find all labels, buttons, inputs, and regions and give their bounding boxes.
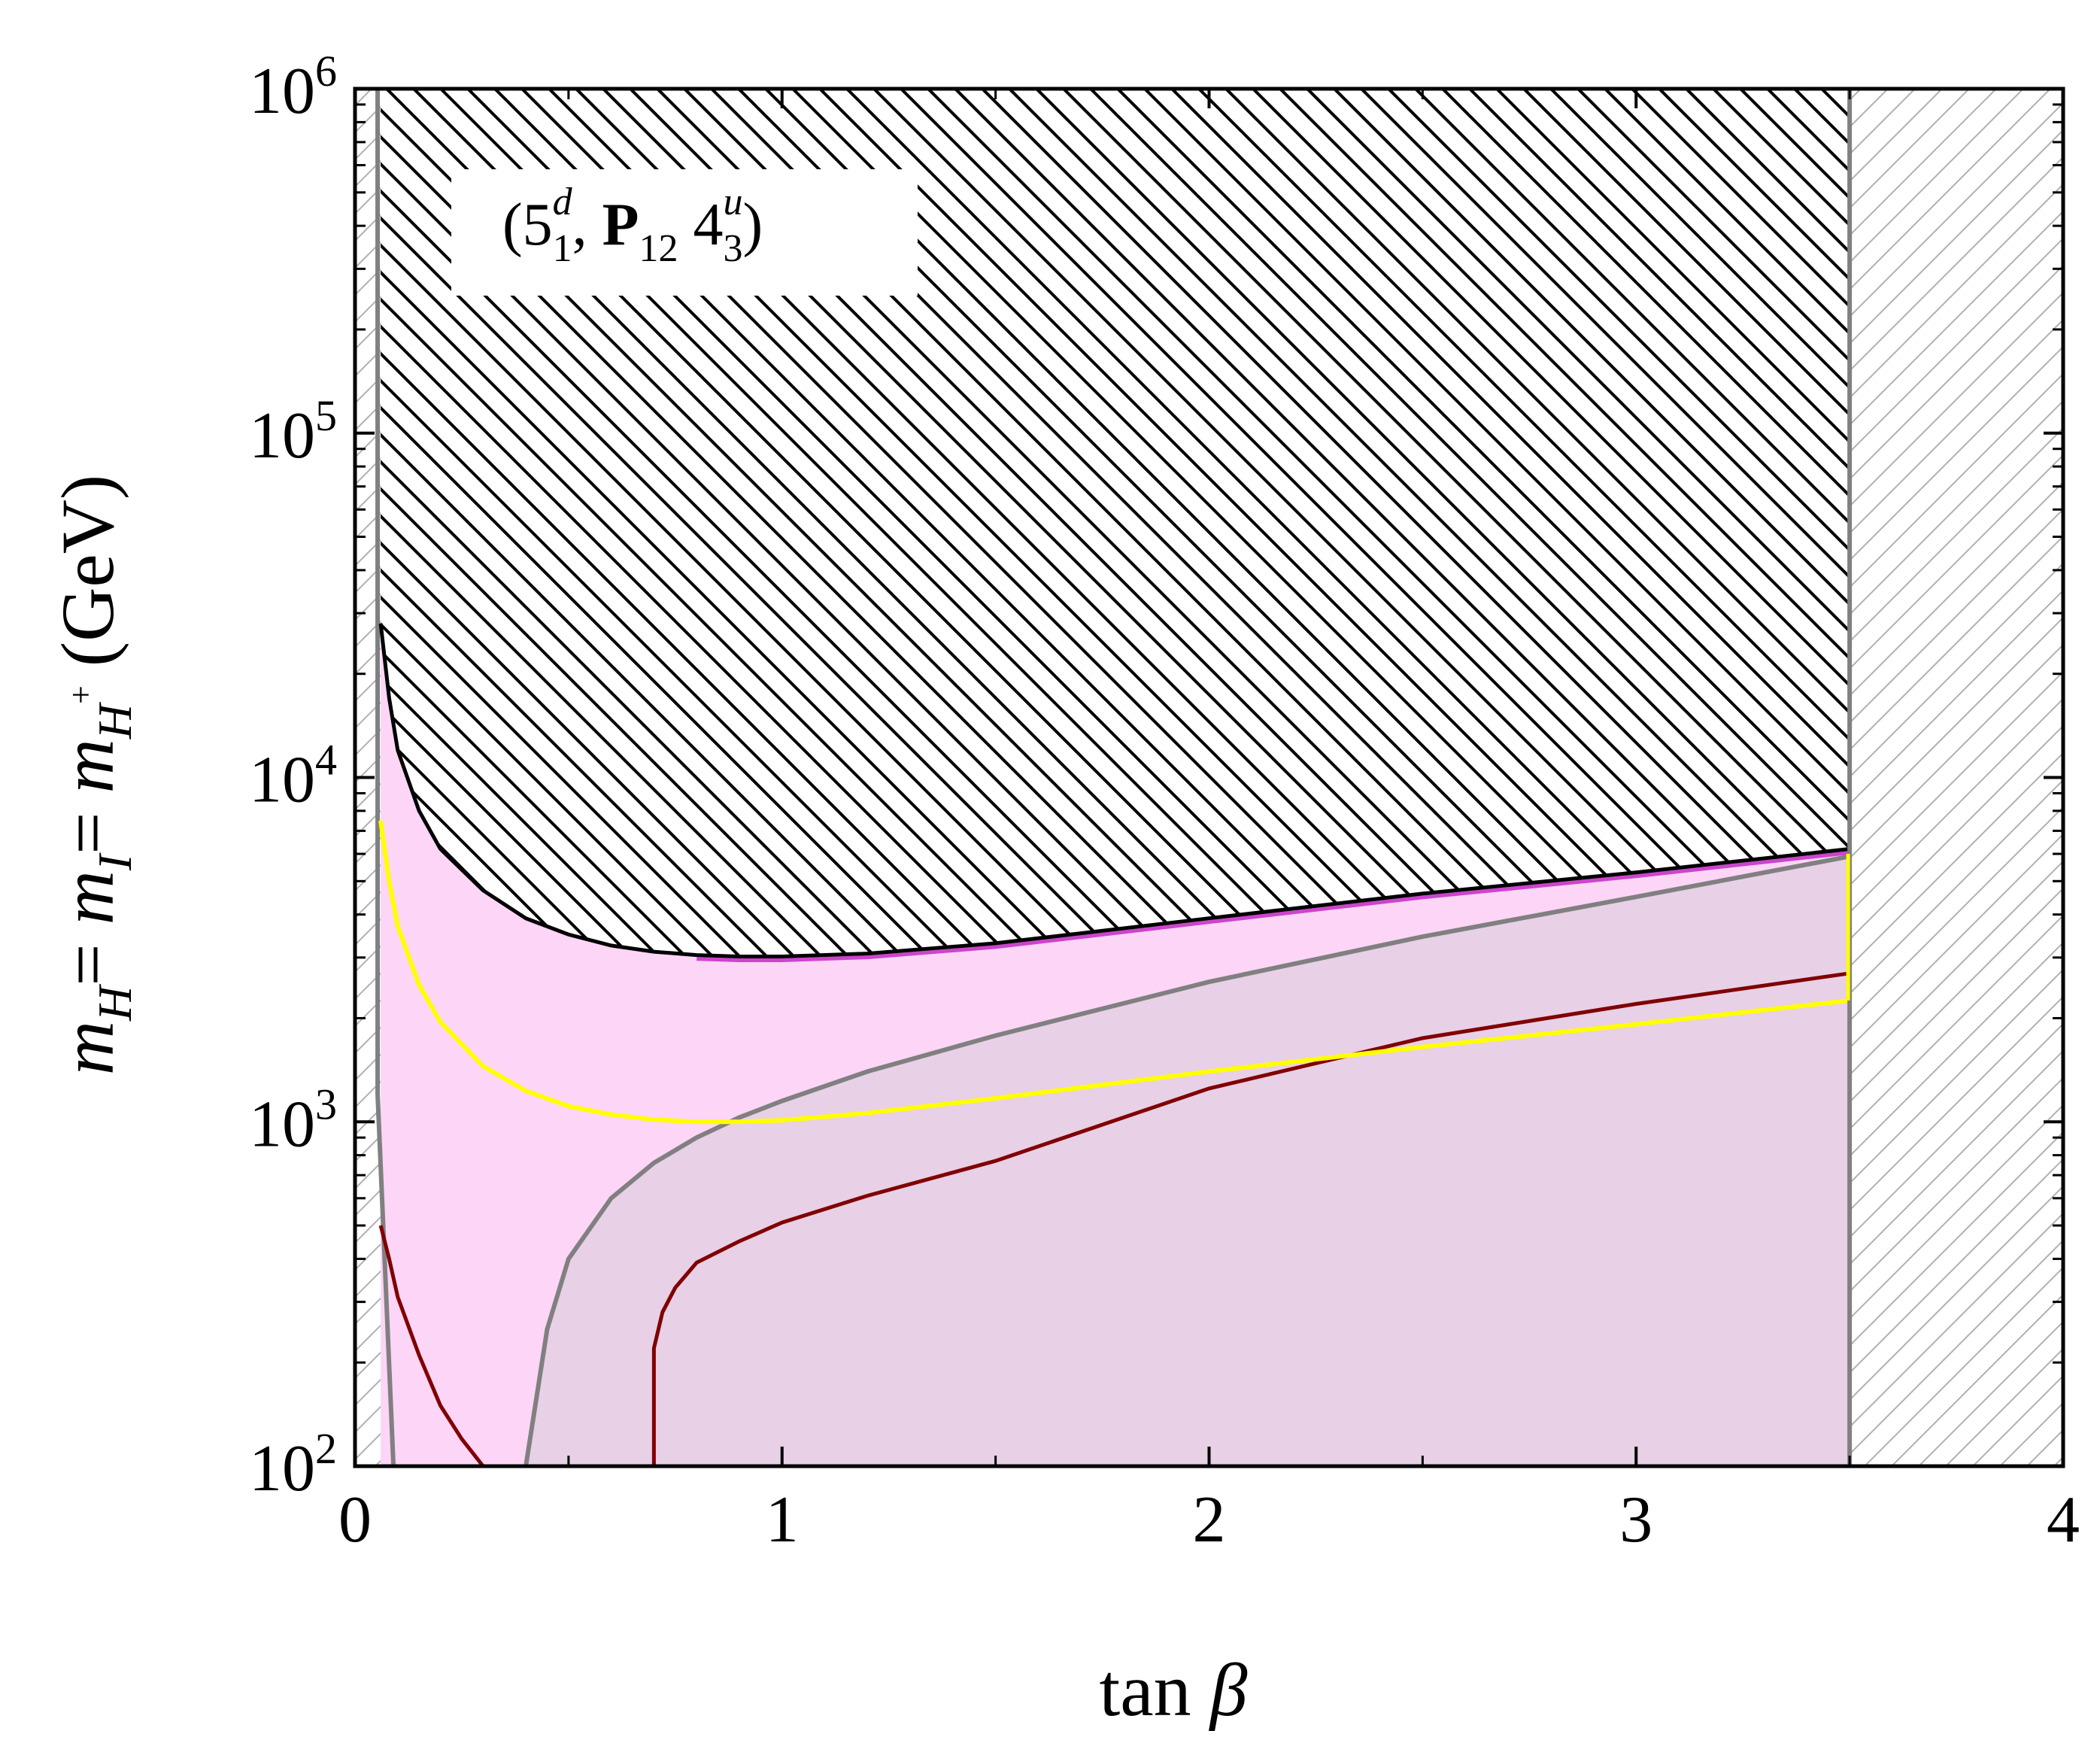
x-tick-label: 3 — [1619, 1483, 1652, 1556]
x-tick-label: 4 — [2047, 1483, 2080, 1556]
annotation-sub1: 1 — [553, 227, 572, 270]
x-axis-title-symbol: β — [1209, 1648, 1248, 1732]
y-axis-sub3: H — [88, 701, 141, 739]
x-tick-label: 2 — [1193, 1483, 1226, 1556]
series-line-yellow — [378, 820, 1850, 1125]
allowed-region-mauve — [526, 851, 1850, 1466]
gray-left-line — [375, 89, 396, 1466]
series-line-darkred — [651, 971, 1850, 1466]
y-tick-label: 102 — [249, 1424, 337, 1505]
y-axis-m3: m — [46, 739, 129, 793]
annotation-close: ) — [743, 192, 763, 258]
excluded-region-right — [1850, 89, 2063, 1466]
annotation-sub3: 3 — [724, 227, 743, 270]
series-line-darkred-left — [378, 1225, 485, 1466]
y-axis-title: mH= mI= mH+ (GeV) — [46, 475, 141, 1075]
y-tick-label: 103 — [249, 1080, 337, 1161]
y-axis-m2: m — [46, 870, 129, 925]
y-axis-ticks: 102 103 104 105 106 — [249, 47, 2063, 1505]
y-axis-m1: m — [46, 1021, 129, 1075]
series-line-magenta — [696, 851, 1850, 962]
annotation-bold: P — [602, 192, 639, 258]
series-line-gray — [523, 854, 1850, 1466]
annotation-box — [451, 169, 918, 296]
y-axis-unit: (GeV) — [46, 475, 129, 685]
x-axis-title-func: tan — [1100, 1648, 1210, 1732]
y-tick-label: 105 — [249, 391, 337, 472]
annotation-mid: 4 — [678, 192, 724, 258]
annotation-label: (5d 1, P12 4u 3) — [502, 181, 763, 270]
y-axis-eq2: = — [46, 793, 129, 854]
annotation-open: (5 — [502, 192, 553, 258]
x-axis-title: tan β — [1100, 1648, 1248, 1732]
x-tick-label: 0 — [338, 1483, 372, 1556]
y-axis-sub2: I — [88, 852, 141, 871]
hatched-excluded-region — [381, 89, 1850, 957]
y-axis-sup3: + — [62, 685, 99, 704]
annotation-sub2: 12 — [639, 227, 678, 270]
x-tick-label: 1 — [766, 1483, 799, 1556]
y-axis-eq1: = — [46, 925, 129, 985]
x-axis-title-text: tan β — [1100, 1648, 1248, 1732]
annotation-sep: , — [572, 192, 602, 258]
plot-area — [355, 89, 2063, 1466]
annotation-sup2: u — [724, 181, 743, 223]
y-tick-label: 104 — [249, 736, 337, 817]
y-tick-label: 106 — [249, 47, 337, 128]
y-axis-sub1: H — [88, 983, 141, 1022]
series-line-black-boundary — [378, 623, 1850, 958]
annotation-sup1: d — [553, 181, 573, 223]
